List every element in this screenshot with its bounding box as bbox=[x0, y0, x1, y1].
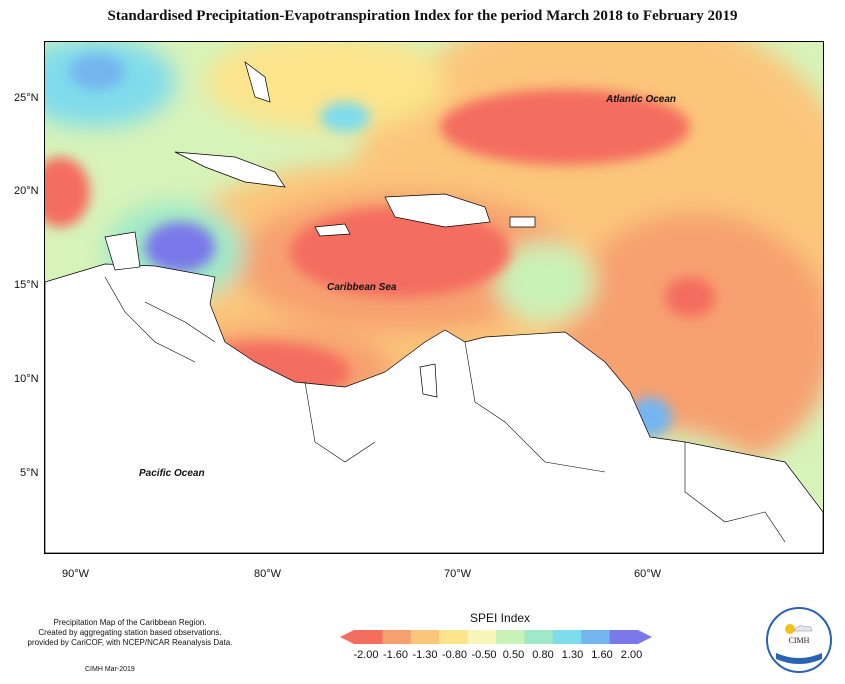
lat-tick-10: 10°N bbox=[14, 373, 39, 385]
label-pacific-ocean: Pacific Ocean bbox=[139, 468, 205, 479]
legend-swatch bbox=[354, 630, 383, 644]
legend-swatches bbox=[354, 630, 639, 644]
legend-value: -1.60 bbox=[382, 649, 409, 661]
credit-date: CIMH Mar-2019 bbox=[85, 666, 135, 673]
legend-swatch bbox=[524, 630, 554, 644]
legend-swatch bbox=[581, 630, 611, 644]
cimh-logo: CIMH bbox=[766, 607, 832, 673]
jamaica-island bbox=[314, 223, 351, 237]
very-wet-core-honduras bbox=[145, 222, 215, 272]
border-5 bbox=[104, 276, 196, 363]
border-3 bbox=[684, 442, 786, 543]
legend-arrow-left bbox=[340, 630, 354, 644]
legend-value: -0.80 bbox=[441, 649, 468, 661]
legend-value: 1.60 bbox=[591, 649, 613, 661]
legend-arrow-right bbox=[638, 630, 652, 644]
lake-maracaibo bbox=[419, 363, 438, 398]
puerto-rico-island bbox=[509, 216, 536, 228]
very-wet-core-gulf bbox=[69, 54, 125, 90]
lat-tick-15: 15°N bbox=[14, 279, 39, 291]
dry-region-bahamas bbox=[205, 42, 445, 132]
lon-tick-60: 60°W bbox=[634, 568, 662, 580]
very-dry-core-yucatan bbox=[45, 157, 90, 227]
wet-core-bahamas bbox=[320, 102, 370, 132]
legend-swatch bbox=[552, 630, 582, 644]
lon-tick-80: 80°W bbox=[254, 568, 282, 580]
credit-line-2: Created by aggregating station based obs… bbox=[38, 628, 222, 637]
spei-map: Atlantic Ocean Caribbean Sea Pacific Oce… bbox=[44, 41, 824, 554]
florida-peninsula bbox=[244, 61, 271, 103]
legend-title: SPEI Index bbox=[470, 611, 531, 625]
legend-swatch bbox=[467, 630, 497, 644]
continental-landmass bbox=[45, 263, 823, 553]
lon-tick-90: 90°W bbox=[62, 568, 90, 580]
legend-swatch bbox=[382, 630, 412, 644]
legend-value: -0.50 bbox=[471, 649, 497, 661]
credit-text: Precipitation Map of the Caribbean Regio… bbox=[10, 618, 250, 648]
credit-line-1: Precipitation Map of the Caribbean Regio… bbox=[53, 618, 207, 627]
legend-value: 2.00 bbox=[620, 649, 643, 661]
label-caribbean-sea: Caribbean Sea bbox=[327, 282, 397, 293]
legend-value: -2.00 bbox=[353, 649, 379, 661]
logo-text: CIMH bbox=[788, 636, 810, 645]
lon-tick-70: 70°W bbox=[444, 568, 472, 580]
legend-swatch bbox=[410, 630, 440, 644]
lat-tick-25: 25°N bbox=[14, 92, 39, 104]
hispaniola-island bbox=[384, 193, 491, 228]
legend-swatch bbox=[609, 630, 639, 644]
legend-value: -1.30 bbox=[412, 649, 438, 661]
very-dry-core-small bbox=[665, 277, 715, 317]
legend-swatch bbox=[439, 630, 469, 644]
credit-line-3: provided by CariCOF, with NCEP/NCAR Rean… bbox=[27, 638, 233, 647]
legend-colorbar bbox=[340, 630, 652, 644]
country-borders bbox=[104, 276, 786, 543]
very-dry-core-atlantic bbox=[440, 89, 690, 165]
land-masses bbox=[45, 61, 823, 553]
map-canvas bbox=[45, 42, 823, 553]
legend-swatch bbox=[496, 630, 525, 644]
lat-tick-5: 5°N bbox=[20, 467, 39, 479]
border-2 bbox=[464, 341, 606, 473]
belize-land bbox=[104, 231, 141, 271]
legend-value: 0.80 bbox=[532, 649, 554, 661]
wet-region-east-caribbean bbox=[495, 242, 595, 322]
legend-value: 0.50 bbox=[502, 649, 525, 661]
map-title: Standardised Precipitation-Evapotranspir… bbox=[107, 8, 738, 24]
lat-tick-20: 20°N bbox=[14, 185, 39, 197]
border-4 bbox=[144, 301, 216, 343]
sun-icon bbox=[776, 624, 822, 664]
label-atlantic-ocean: Atlantic Ocean bbox=[606, 94, 677, 105]
border-1 bbox=[304, 381, 376, 463]
legend-value: 1.30 bbox=[561, 649, 584, 661]
cuba-island bbox=[174, 151, 286, 188]
